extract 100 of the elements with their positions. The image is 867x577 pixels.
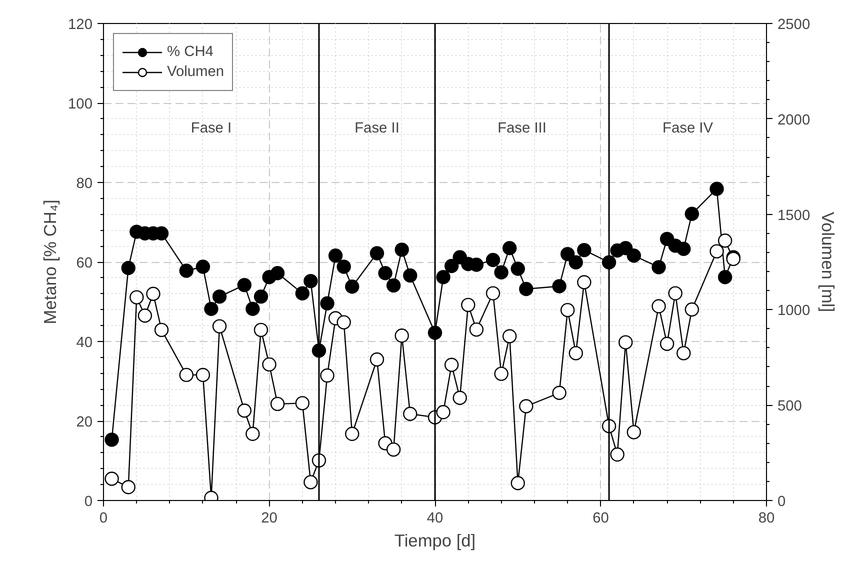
point <box>130 290 144 304</box>
point <box>469 322 484 337</box>
y2-tick-label: 1000 <box>778 303 810 320</box>
point <box>403 268 418 283</box>
point <box>121 480 136 494</box>
point <box>626 425 641 440</box>
point <box>552 386 566 400</box>
point <box>254 322 268 338</box>
legend-label: Volumen <box>167 64 224 80</box>
point <box>710 244 724 258</box>
point <box>345 426 360 441</box>
y2-tick-label: 2500 <box>778 17 810 33</box>
point <box>212 289 227 304</box>
y-tick-label: 20 <box>76 414 93 430</box>
y2-axis-title: Volumen [ml] <box>818 212 838 312</box>
point <box>618 335 633 350</box>
annotation: Fase III <box>498 120 546 136</box>
point <box>237 278 252 292</box>
point <box>560 246 575 262</box>
y-tick-label: 0 <box>84 494 93 510</box>
point <box>246 302 260 316</box>
point <box>345 280 360 294</box>
point <box>486 286 500 300</box>
y2-tick-label: 2000 <box>778 112 810 128</box>
annotation: Fase I <box>190 120 232 136</box>
point <box>146 286 160 301</box>
point <box>138 308 152 323</box>
y2-tick-label: 1500 <box>778 208 810 224</box>
point <box>510 262 525 276</box>
point <box>510 476 525 490</box>
point <box>486 252 500 268</box>
point <box>378 266 392 280</box>
point <box>610 447 624 462</box>
point <box>494 265 508 280</box>
point <box>577 242 592 258</box>
point <box>626 248 641 263</box>
point <box>246 426 260 441</box>
point <box>370 352 384 367</box>
annotation: Fase II <box>354 120 400 136</box>
point <box>254 289 268 304</box>
point <box>436 270 450 284</box>
point <box>676 346 691 360</box>
annotation: Fase IV <box>662 120 714 136</box>
y-tick-label: 100 <box>68 96 93 112</box>
y-tick-label: 120 <box>68 17 93 33</box>
point <box>684 206 700 221</box>
point <box>270 396 285 412</box>
point <box>436 405 450 420</box>
y-axis-title: Metano [% CH₄] <box>40 200 60 324</box>
point <box>154 322 169 338</box>
point <box>684 302 700 317</box>
point <box>577 275 592 290</box>
point <box>452 390 467 405</box>
point <box>121 260 136 276</box>
point <box>212 319 227 334</box>
x-tick-label: 60 <box>592 510 609 526</box>
point <box>660 336 674 351</box>
point <box>304 274 318 288</box>
point <box>320 296 334 310</box>
point <box>179 368 194 382</box>
point <box>552 279 566 294</box>
point <box>394 328 409 343</box>
point <box>196 368 210 382</box>
x-tick-label: 80 <box>758 510 775 526</box>
x-axis-title: Tiempo [d] <box>394 530 476 550</box>
point <box>386 442 401 457</box>
point <box>444 358 459 372</box>
point <box>237 404 252 418</box>
point <box>560 302 575 318</box>
point <box>568 346 583 360</box>
point <box>262 357 276 372</box>
x-tick-label: 40 <box>426 510 444 526</box>
point <box>668 286 682 300</box>
point <box>652 260 666 274</box>
point <box>336 260 351 274</box>
point <box>710 182 724 196</box>
point <box>502 241 517 256</box>
point <box>104 432 119 447</box>
y-tick-label: 40 <box>76 335 93 351</box>
point <box>461 298 476 312</box>
point <box>718 234 732 248</box>
point <box>196 260 210 274</box>
point <box>179 264 194 278</box>
point <box>270 266 285 280</box>
y2-tick-label: 500 <box>778 398 802 415</box>
point <box>204 302 218 316</box>
point <box>320 368 334 383</box>
point <box>370 246 384 260</box>
point <box>295 396 310 410</box>
x-tick-label: 0 <box>99 510 108 526</box>
point <box>494 366 508 381</box>
legend-label: % CH4 <box>167 44 214 60</box>
point <box>403 406 418 421</box>
point <box>502 329 517 344</box>
point <box>618 241 633 256</box>
point <box>394 242 409 257</box>
point <box>652 299 666 314</box>
y-tick-label: 80 <box>76 176 93 192</box>
point <box>304 475 318 490</box>
point <box>336 315 351 330</box>
